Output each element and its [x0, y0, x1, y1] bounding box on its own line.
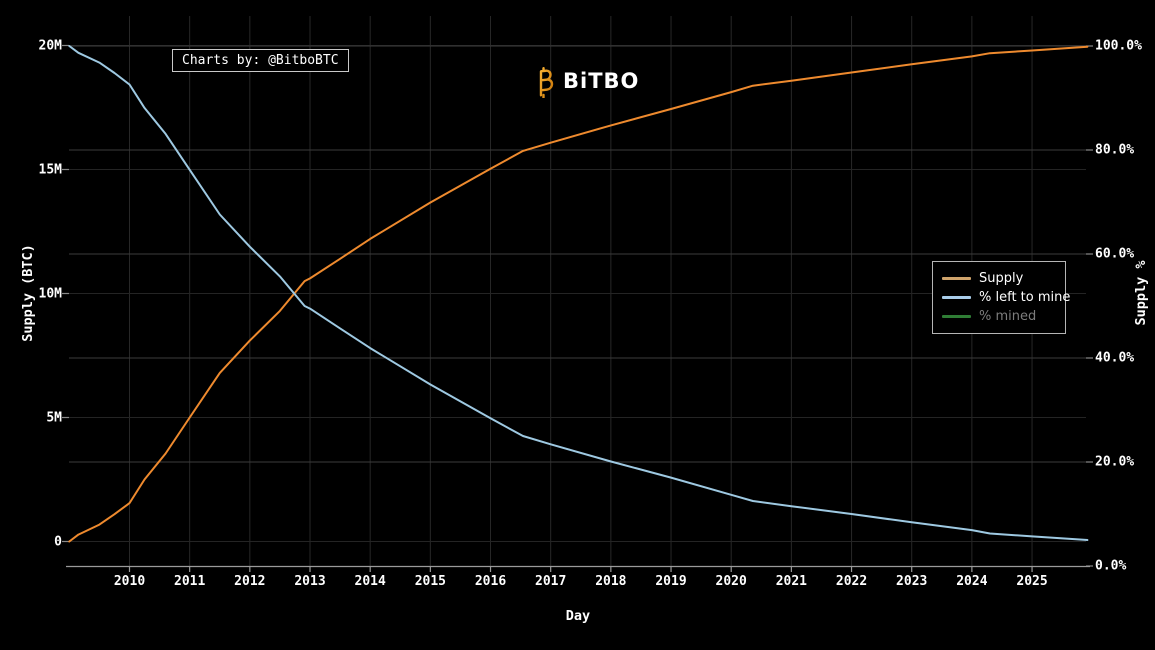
y-right-tick-20.0%: 20.0% [1095, 454, 1135, 470]
y-left-tick-0: 0 [54, 534, 62, 549]
x-tick-2013: 2013 [294, 574, 326, 589]
x-tick-2023: 2023 [896, 574, 928, 589]
x-tick-2017: 2017 [535, 574, 567, 589]
legend-item-left-to-mine[interactable]: % left to mine [942, 288, 1070, 307]
logo-text: BiTBO [563, 69, 640, 93]
legend-item-supply[interactable]: Supply [942, 269, 1065, 288]
x-tick-2012: 2012 [234, 574, 266, 589]
x-tick-2015: 2015 [414, 574, 446, 589]
x-tick-2022: 2022 [835, 574, 868, 589]
bitcoin-b-icon [539, 66, 554, 98]
x-tick-2020: 2020 [715, 574, 747, 589]
y-left-tick-20M: 20M [38, 38, 62, 53]
legend-swatch [942, 296, 971, 299]
bitbo-logo: BiTBO [534, 64, 639, 98]
legend-label: % mined [979, 309, 1037, 324]
y-right-tick-0.0%: 0.0% [1095, 558, 1127, 574]
legend: Supply % left to mine % mined [932, 261, 1070, 334]
annotation-box: Charts by: @BitboBTC [172, 49, 349, 72]
x-tick-2010: 2010 [113, 574, 146, 589]
x-tick-2014: 2014 [354, 574, 386, 589]
y-right-tick-80.0%: 80.0% [1095, 142, 1135, 158]
annotation-text: Charts by: @BitboBTC [182, 53, 339, 68]
legend-swatch [942, 315, 971, 318]
y-left-tick-15M: 15M [38, 162, 62, 177]
legend-label: Supply [979, 271, 1024, 286]
x-tick-2011: 2011 [174, 574, 206, 589]
legend-swatch [942, 277, 971, 280]
y-axis-left-title: Supply (BTC) [20, 244, 36, 342]
x-axis-title: Day [565, 608, 591, 624]
legend-label: % left to mine [979, 290, 1071, 305]
y-left-tick-10M: 10M [38, 286, 62, 301]
y-right-tick-40.0%: 40.0% [1095, 350, 1135, 366]
y-right-tick-60.0%: 60.0% [1095, 246, 1135, 262]
x-tick-2025: 2025 [1016, 574, 1048, 589]
y-left-tick-5M: 5M [46, 410, 62, 425]
x-tick-2021: 2021 [775, 574, 808, 589]
x-tick-2018: 2018 [595, 574, 627, 589]
x-tick-2019: 2019 [655, 574, 687, 589]
x-tick-2016: 2016 [474, 574, 507, 589]
legend-item-mined[interactable]: % mined [942, 307, 1065, 326]
y-right-tick-100.0%: 100.0% [1095, 38, 1142, 54]
y-axis-right-title: Supply % [1133, 260, 1149, 326]
x-tick-2024: 2024 [956, 574, 988, 589]
